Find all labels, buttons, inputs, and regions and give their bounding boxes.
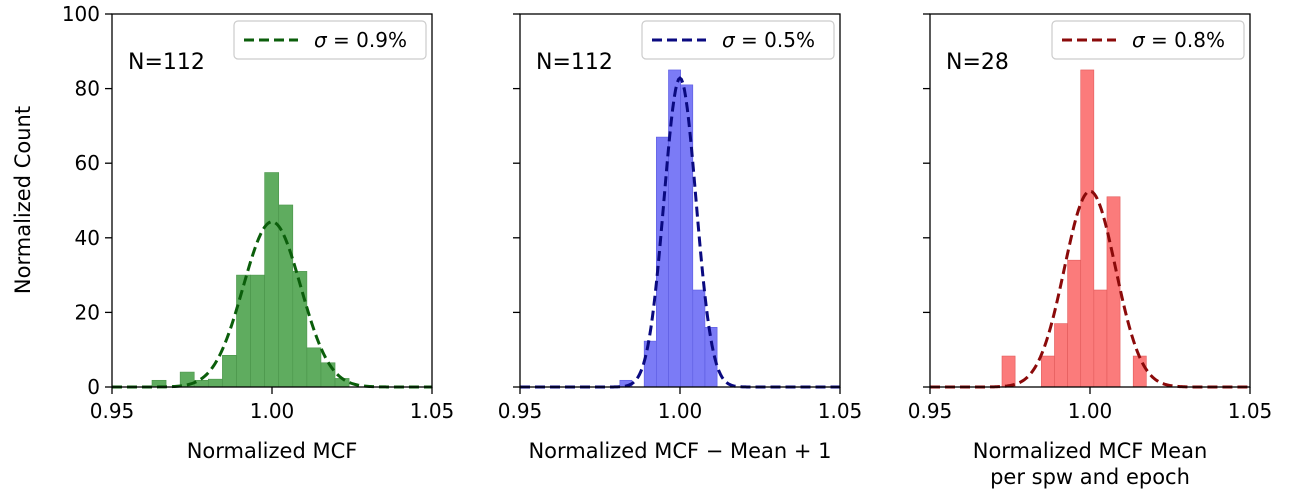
legend-label-0: σ = 0.9% [314,28,407,52]
x-tick-label-1-2: 1.05 [818,399,863,423]
histogram-bar-0-10 [306,347,322,388]
histogram-bar-2-1 [1041,355,1055,388]
histogram-bar-0-7 [264,172,280,388]
y-tick-label-3: 60 [75,151,100,175]
histogram-bar-1-5 [692,289,706,388]
histogram-bar-2-7 [1132,355,1147,388]
legend-value-0: = 0.9% [333,28,407,52]
y-tick-label-4: 80 [75,77,100,101]
sample-count-annotation-1: N=112 [536,50,613,75]
x-tick-label-0-0: 0.95 [90,399,135,423]
histogram-bar-1-2 [656,136,669,388]
y-tick-label-2: 40 [75,226,100,250]
y-axis-label: Normalized Count [11,106,35,294]
x-tick-label-0-1: 1.00 [250,399,295,423]
sample-count-annotation-0: N=112 [128,50,205,75]
histogram-bar-0-4 [222,354,237,388]
x-tick-label-2-0: 0.95 [908,399,953,423]
histogram-bar-2-0 [1001,355,1016,388]
histogram-bar-2-4 [1080,69,1095,388]
x-axis-label-1: Normalized MCF − Mean + 1 [528,439,831,463]
y-tick-label-5: 100 [62,2,100,26]
panel-normalized-mcf-minus-mean: 0.95 1.00 1.05 Normalized MCF − Mean + 1 N=1… [498,13,863,463]
x-tick-label-1-0: 0.95 [498,399,543,423]
histogram-bar-0-6 [250,274,265,388]
x-tick-label-2-2: 1.05 [1228,399,1273,423]
histogram-bar-0-2 [193,379,209,388]
x-tick-label-0-2: 1.05 [410,399,455,423]
histogram-bar-0-5 [236,274,251,388]
histogram-bar-2-5 [1093,289,1108,388]
legend-value-2: = 0.8% [1151,28,1225,52]
legend-box-2 [1051,20,1245,60]
legend-label-1: σ = 0.5% [722,28,815,52]
legend-sigma-symbol-0: σ [314,28,333,52]
panel-normalized-mcf: 0.95 1.00 1.05 0 20 40 60 80 100 Normalized MCF N=… [62,2,454,463]
histogram-bar-0-9 [292,271,308,388]
legend-box-0 [233,20,427,60]
x-tick-label-1-1: 1.00 [658,399,703,423]
histogram-bar-0-11 [320,362,336,388]
histogram-bar-2-2 [1054,323,1068,388]
histogram-bar-2-3 [1067,259,1082,388]
x-axis-label-2: Normalized MCF Mean [973,439,1208,463]
histogram-bar-2-6 [1106,196,1121,388]
x-axis-label-2-line1: per spw and epoch [990,465,1190,489]
y-tick-label-0: 0 [87,375,100,399]
histogram-bar-1-4 [680,84,694,388]
legend-value-1: = 0.5% [741,28,815,52]
y-tick-label-1: 20 [75,300,100,324]
histogram-bar-0-3 [208,378,223,388]
legend-sigma-symbol-1: σ [722,28,741,52]
histogram-bar-0-8 [278,204,294,388]
x-tick-label-2-1: 1.00 [1068,399,1113,423]
sample-count-annotation-2: N=28 [946,50,1009,75]
legend-label-2: σ = 0.8% [1132,28,1225,52]
legend-box-1 [641,20,835,60]
x-axis-label-0: Normalized MCF [187,439,358,463]
legend-sigma-symbol-2: σ [1132,28,1151,52]
